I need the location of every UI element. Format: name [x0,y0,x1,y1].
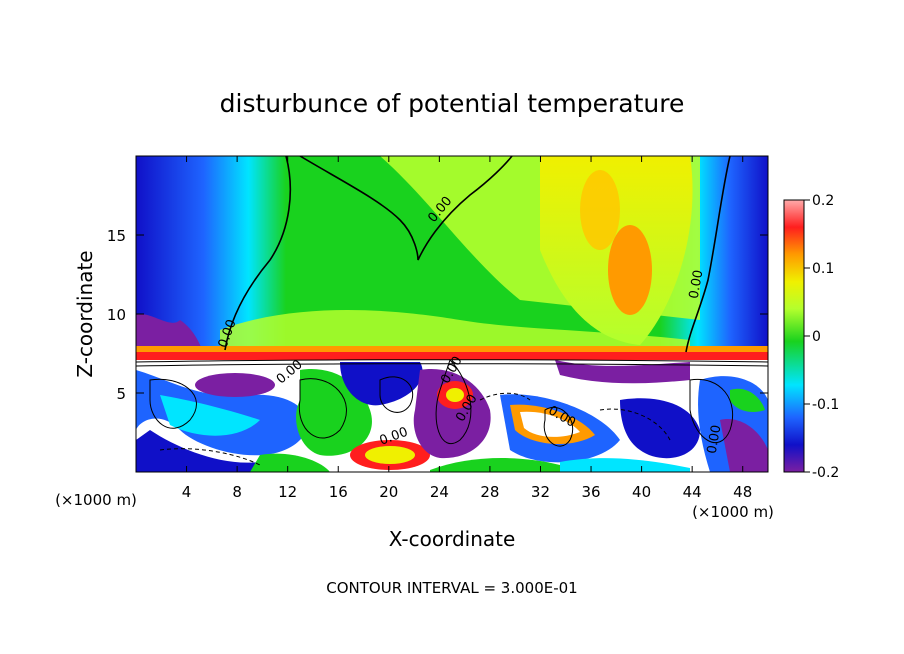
x-axis-ticks: 4 8 12 16 20 24 28 32 36 40 44 48 [182,156,752,501]
colorbar-tick-label: -0.1 [812,397,839,413]
x-tick-label: 40 [632,483,651,501]
colorbar-tick-label: 0.2 [812,193,834,209]
x-tick-label: 44 [683,483,702,501]
chart-title: disturbunce of potential temperature [220,89,685,118]
x-unit-right: (×1000 m) [692,503,774,521]
x-tick-label: 28 [480,483,499,501]
y-axis-title: Z-coordinate [73,250,97,377]
x-tick-label: 36 [581,483,600,501]
y-tick-label: 15 [107,227,126,245]
x-tick-label: 48 [733,483,752,501]
x-tick-label: 24 [430,483,449,501]
y-tick-label: 10 [107,306,126,324]
x-axis-title: X-coordinate [389,527,516,551]
x-tick-label: 4 [182,483,192,501]
contour-interval-note: CONTOUR INTERVAL = 3.000E-01 [326,579,577,597]
x-tick-label: 16 [329,483,348,501]
x-tick-label: 12 [278,483,297,501]
heatmap-field [136,156,768,472]
contour-label: 0.00 [687,269,707,300]
y-tick-label: 5 [116,385,126,403]
colorbar-tick-label: -0.2 [812,465,839,481]
colorbar-tick-label: 0.1 [812,261,834,277]
colorbar-tick-label: 0 [812,329,821,345]
contour-label: 0.00 [705,424,725,455]
colorbar-ticks: 0.2 0.1 0 -0.1 -0.2 [804,193,839,481]
x-tick-label: 8 [232,483,242,501]
x-unit-left: (×1000 m) [55,491,137,509]
x-tick-label: 32 [531,483,550,501]
colorbar [783,199,805,473]
x-tick-label: 20 [379,483,398,501]
y-axis-ticks: 5 10 15 [107,227,768,403]
